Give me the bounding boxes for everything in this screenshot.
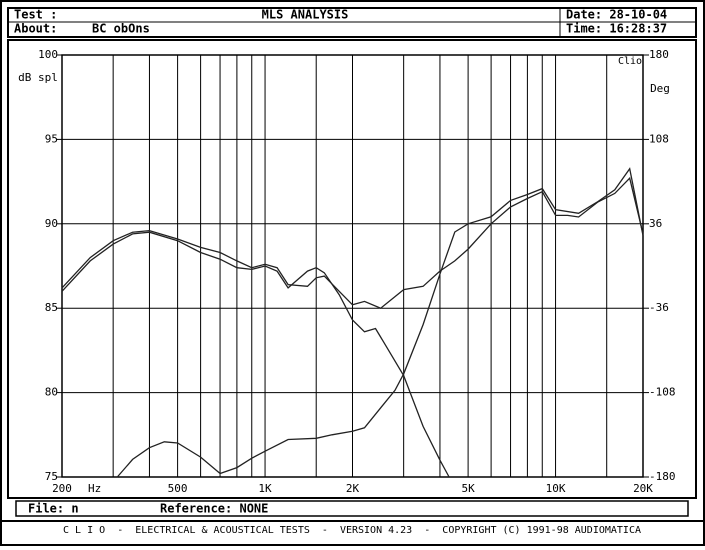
y-tick-label: 80 (45, 386, 58, 399)
y2-tick-label: 108 (649, 132, 669, 145)
y-axis-label: dB spl (18, 71, 58, 84)
series-line (61, 231, 450, 478)
file: File: n (28, 502, 79, 516)
time: Time: 16:28:37 (566, 22, 667, 36)
x-tick-label: 2K (346, 482, 360, 495)
about-value: BC obOns (92, 22, 150, 36)
y2-tick-label: -108 (649, 386, 676, 399)
y-tick-label: 85 (45, 301, 58, 314)
about-label: About: (14, 22, 57, 36)
y-tick-label: 75 (45, 470, 58, 483)
x-tick-label: 200 (52, 482, 72, 495)
date: Date: 28-10-04 (566, 8, 667, 22)
y-tick-label: 90 (45, 217, 58, 230)
footer-box (15, 500, 689, 517)
chart-frame (7, 39, 697, 499)
y2-axis-label: Deg (650, 82, 670, 95)
series-line (116, 167, 644, 478)
y-tick-label: 95 (45, 132, 58, 145)
x-unit: Hz (88, 482, 101, 495)
y2-tick-label: 180 (649, 48, 669, 61)
y2-tick-label: -180 (649, 470, 676, 483)
series-line (61, 176, 644, 309)
banner: C L I O - ELECTRICAL & ACOUSTICAL TESTS … (63, 525, 641, 536)
x-tick-label: 1K (258, 482, 272, 495)
brand: Clio (618, 56, 642, 67)
header-title: MLS ANALYSIS (262, 8, 349, 22)
y-tick-label: 100 (38, 48, 58, 61)
test-label: Test : (14, 8, 57, 22)
x-tick-label: 20K (633, 482, 653, 495)
x-tick-label: 10K (546, 482, 566, 495)
y2-tick-label: 36 (649, 217, 662, 230)
plot-area (61, 54, 644, 478)
x-tick-label: 5K (461, 482, 475, 495)
reference: Reference: NONE (160, 502, 268, 516)
y2-tick-label: -36 (649, 301, 669, 314)
x-tick-label: 500 (168, 482, 188, 495)
